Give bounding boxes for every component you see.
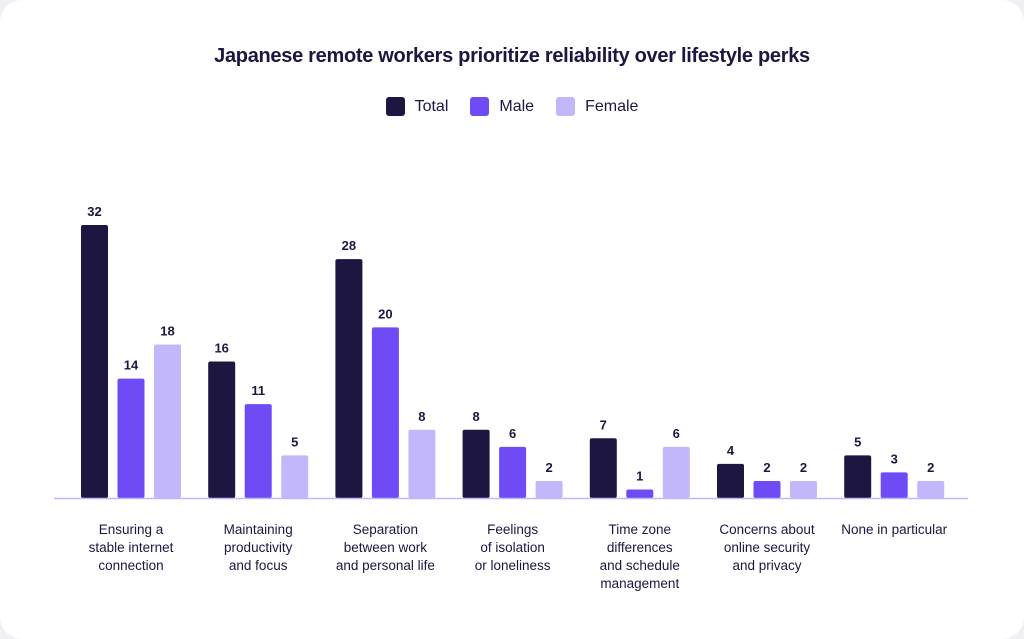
bar-female-2	[408, 429, 436, 498]
bar-total-3	[462, 429, 490, 498]
data-label-male-2: 20	[378, 306, 392, 321]
category-label-2: Separation between work and personal lif…	[335, 522, 435, 573]
bar-total-6	[844, 455, 872, 498]
data-label-total-1: 16	[214, 341, 228, 356]
data-label-male-4: 1	[636, 468, 643, 483]
bar-total-0	[81, 225, 108, 498]
category-label-3: Feelings of isolation or loneliness	[474, 522, 551, 573]
data-label-total-0: 32	[87, 204, 101, 219]
bar-male-3	[499, 446, 527, 498]
bar-male-4	[626, 489, 654, 498]
legend: Total Male Female	[0, 97, 1024, 116]
legend-item-total: Total	[385, 97, 449, 116]
legend-label-female: Female	[585, 97, 639, 115]
bar-male-0	[117, 378, 145, 498]
data-label-female-0: 18	[160, 323, 174, 338]
data-label-female-4: 6	[673, 426, 680, 441]
data-label-total-6: 5	[854, 434, 861, 449]
bar-total-4	[589, 438, 617, 498]
legend-label-male: Male	[499, 97, 535, 115]
bar-male-5	[753, 480, 781, 498]
legend-label-total: Total	[414, 97, 449, 115]
data-label-female-3: 2	[545, 460, 552, 475]
data-label-female-2: 8	[418, 409, 425, 424]
legend-swatch-female	[556, 97, 576, 116]
bar-male-1	[244, 404, 272, 498]
data-label-male-1: 11	[251, 383, 265, 398]
category-label-6: None in particular	[841, 522, 948, 537]
bar-female-6	[917, 480, 945, 498]
data-label-total-2: 28	[342, 238, 356, 253]
chart-title: Japanese remote workers prioritize relia…	[214, 45, 810, 67]
category-label-5: Concerns about online security and priva…	[719, 522, 815, 573]
data-label-male-0: 14	[124, 358, 139, 373]
bar-total-2	[335, 259, 363, 498]
data-label-male-6: 3	[891, 451, 898, 466]
data-label-total-4: 7	[600, 417, 607, 432]
legend-item-male: Male	[470, 97, 534, 116]
data-label-male-3: 6	[509, 426, 516, 441]
legend-swatch-total	[385, 97, 405, 116]
data-label-female-5: 2	[800, 460, 807, 475]
data-label-total-5: 4	[727, 443, 735, 458]
category-label-0: Ensuring a stable internet connection	[88, 522, 174, 573]
bar-male-2	[371, 327, 399, 498]
bar-female-0	[154, 344, 181, 498]
data-label-female-6: 2	[927, 460, 934, 475]
data-label-male-5: 2	[763, 460, 770, 475]
legend-swatch-male	[470, 97, 490, 116]
bar-female-5	[790, 480, 817, 498]
bar-male-6	[880, 472, 908, 498]
bar-female-1	[281, 455, 309, 498]
category-label-4: Time zone differences and schedule manag…	[599, 522, 680, 591]
legend-item-female: Female	[556, 97, 638, 116]
data-label-female-1: 5	[291, 434, 298, 449]
data-label-total-3: 8	[472, 409, 479, 424]
category-label-1: Maintaining productivity and focus	[223, 522, 293, 573]
bar-female-3	[535, 480, 563, 498]
bar-total-5	[717, 463, 744, 498]
bar-total-1	[208, 361, 236, 498]
bar-female-4	[662, 446, 690, 498]
